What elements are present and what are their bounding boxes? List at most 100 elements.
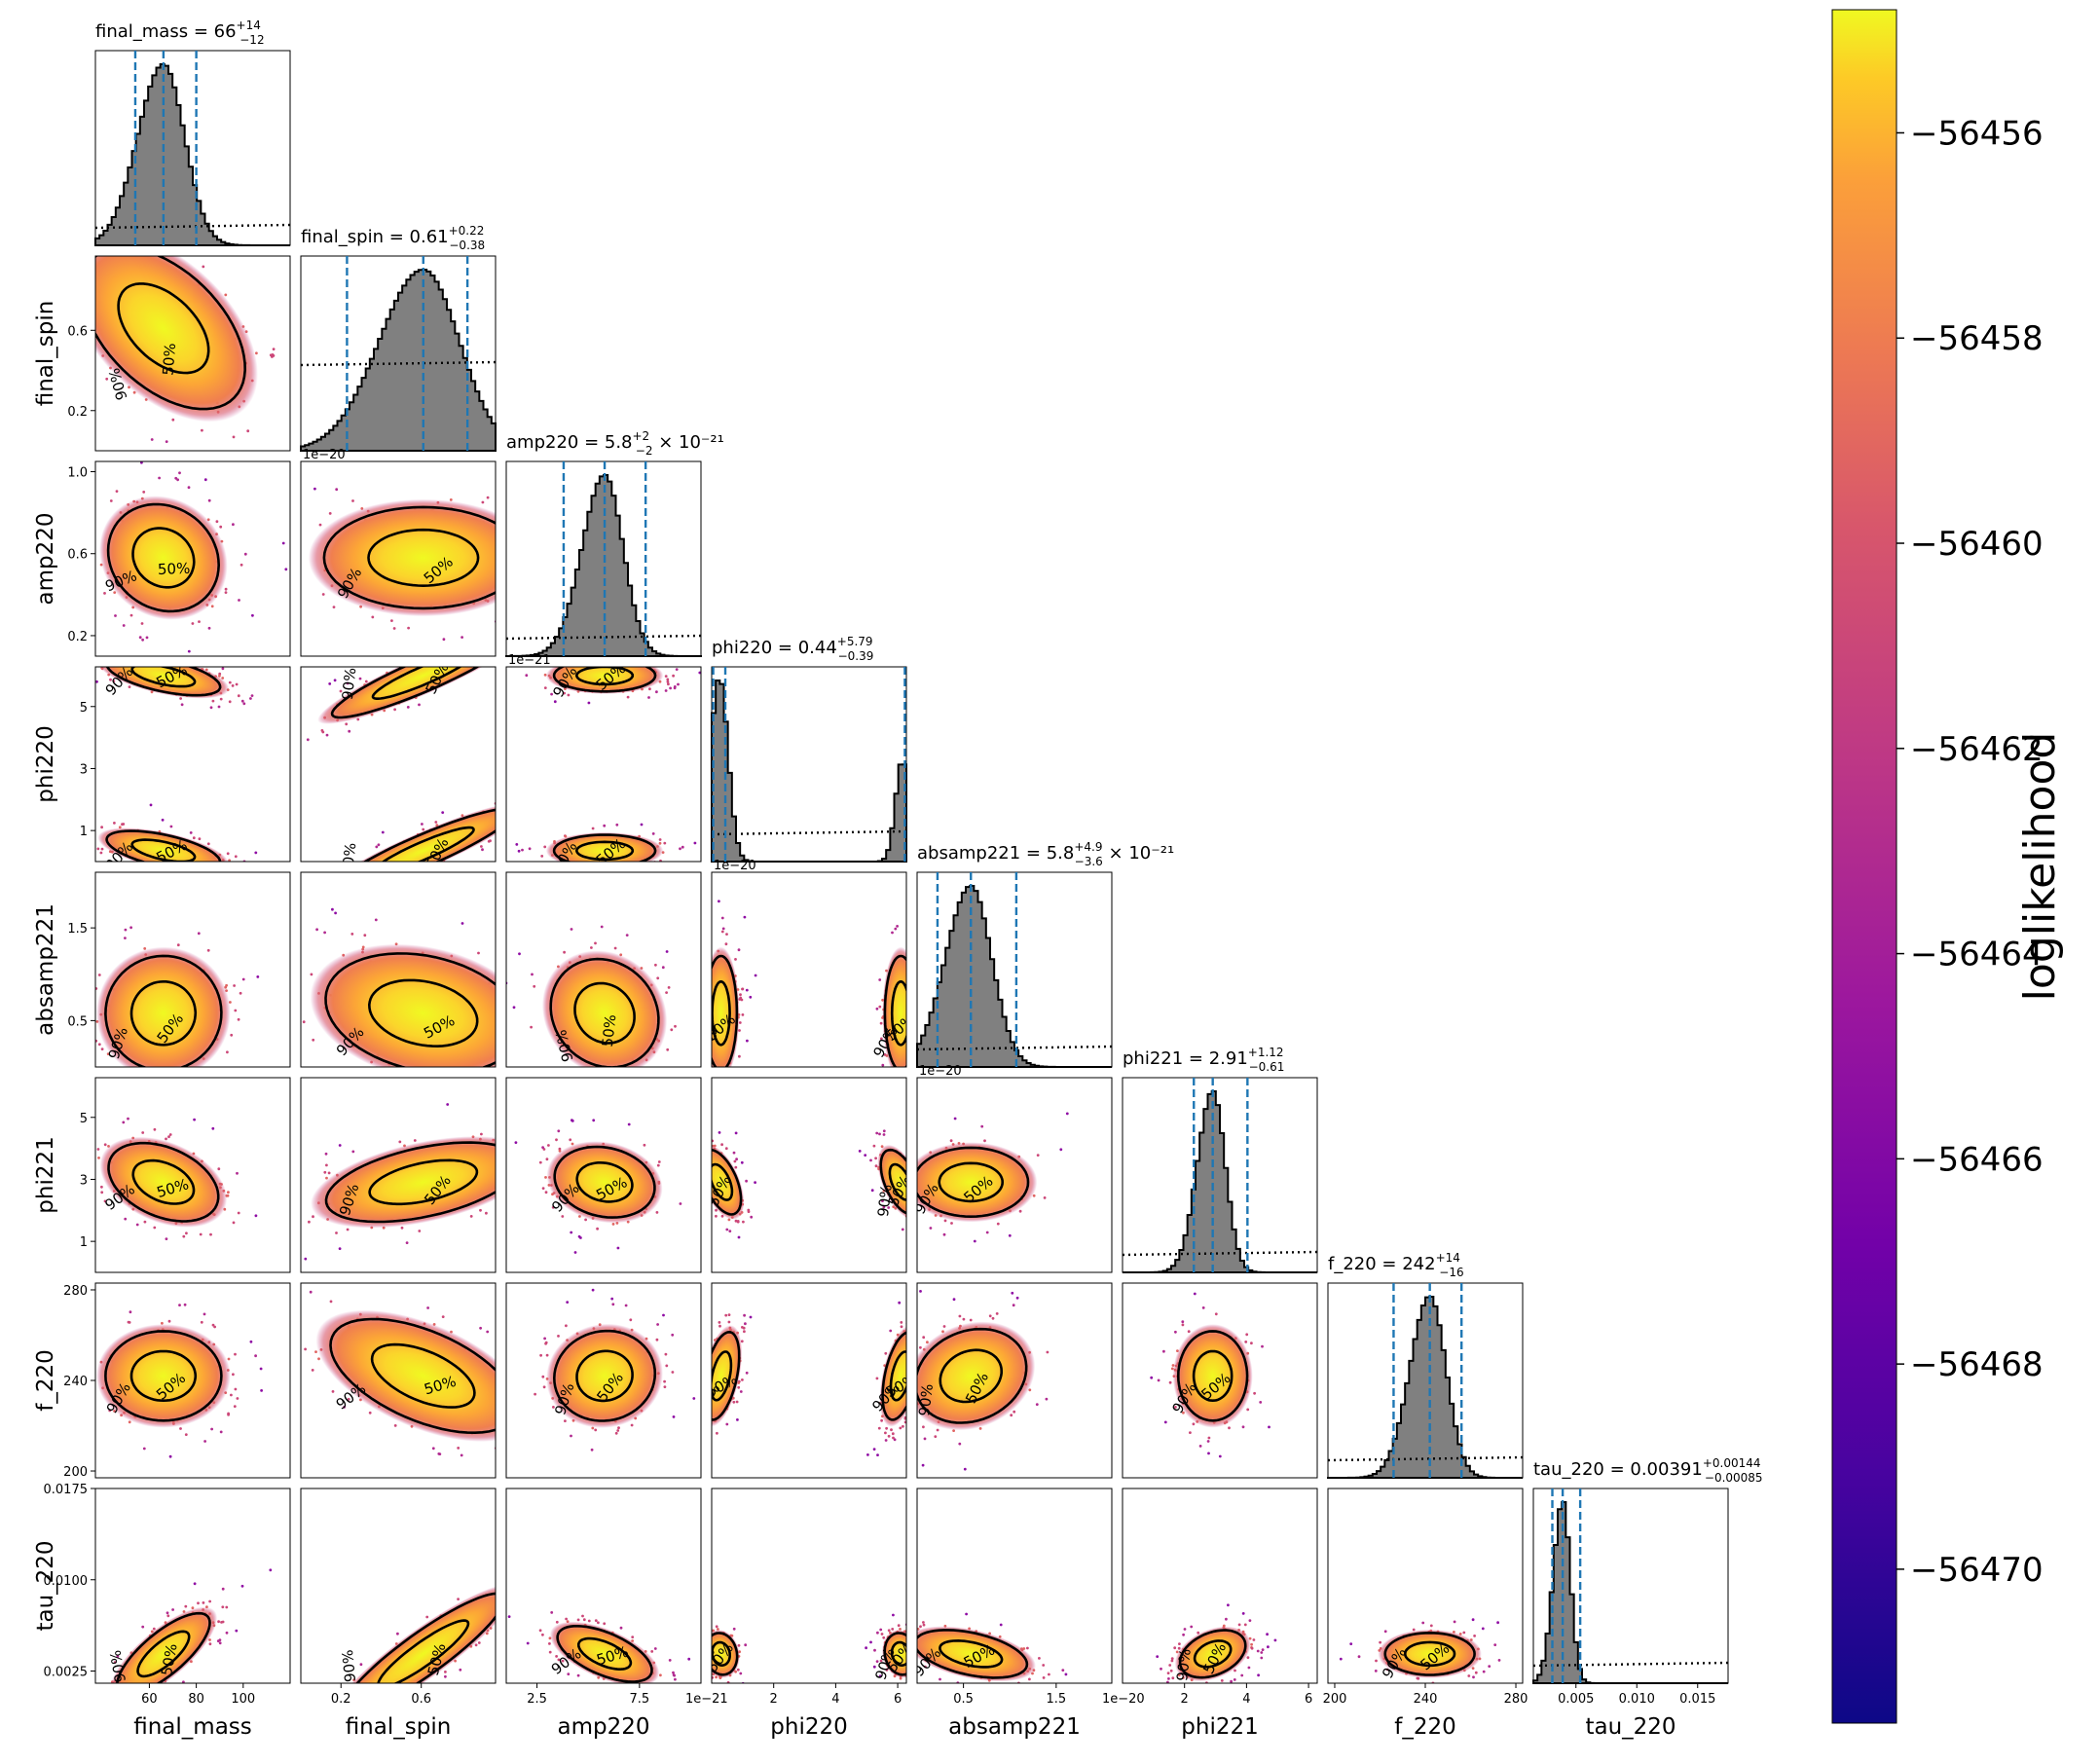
sample-point [165, 1137, 167, 1141]
density-core [311, 1136, 496, 1229]
sample-point [105, 377, 109, 381]
sample-point [908, 1413, 911, 1415]
sample-point [703, 1413, 706, 1415]
sample-point [630, 1423, 634, 1427]
sample-point [664, 689, 668, 692]
sample-point [206, 842, 210, 846]
sample-point [617, 1426, 620, 1430]
scatter-absamp221-vs-phi221: 90% 50%1e−20 [908, 1064, 1113, 1273]
sample-point [1065, 1112, 1069, 1116]
density-core [541, 950, 668, 1067]
sample-point [178, 1304, 181, 1306]
sample-point [613, 661, 616, 664]
sample-point [658, 838, 662, 841]
sample-point [115, 1704, 118, 1707]
sample-point [232, 459, 235, 461]
sample-point [422, 827, 425, 831]
sample-point [168, 1454, 172, 1458]
sample-point [242, 702, 246, 706]
sample-point [882, 1129, 886, 1133]
sample-point [622, 658, 625, 661]
sample-point [421, 823, 423, 826]
y-tick-label: 0.6 [67, 548, 88, 563]
sample-point [207, 498, 211, 502]
sample-point [350, 933, 354, 936]
sample-point [907, 1176, 910, 1179]
sample-point [908, 1214, 911, 1217]
panel-frame [300, 666, 497, 863]
y-tick-label: 1.5 [67, 922, 88, 937]
sample-point [168, 1133, 172, 1136]
sample-point [454, 662, 457, 665]
sample-point [113, 1691, 116, 1694]
sample-point [893, 1438, 897, 1442]
sample-point [254, 851, 258, 855]
sample-point [489, 839, 492, 843]
sample-point [356, 867, 359, 870]
sample-point [902, 1424, 904, 1428]
sample-point [912, 1037, 915, 1040]
contour-90 [552, 667, 657, 693]
sample-point [358, 677, 362, 680]
sample-point [235, 1629, 239, 1633]
sample-point [669, 686, 672, 690]
density-core [315, 1309, 496, 1442]
sample-point [497, 1334, 500, 1337]
density-core [917, 1321, 1036, 1431]
sample-point [616, 1429, 620, 1432]
sample-point [702, 1402, 705, 1405]
sample-point [446, 1103, 450, 1106]
sample-point [227, 1191, 230, 1194]
title-phi221: phi221 = 2.91+1.12 −0.61 [1123, 1046, 1284, 1074]
sample-point [236, 1171, 239, 1175]
sample-point [534, 1392, 536, 1396]
sample-point [741, 987, 745, 991]
sample-point [679, 1202, 682, 1205]
sample-point [185, 1231, 188, 1235]
sample-point [496, 1179, 498, 1182]
sample-point [171, 1608, 175, 1611]
sample-point [517, 849, 521, 853]
histogram-f_220: f_220 = 242+14 −16 [1327, 1251, 1524, 1479]
sample-point [175, 1071, 178, 1074]
sample-point [909, 1342, 912, 1345]
sample-point [677, 682, 680, 686]
density-core [877, 1144, 906, 1220]
sample-point [737, 1385, 741, 1389]
sample-point [605, 659, 608, 662]
sample-point [1218, 1454, 1222, 1458]
contour-50 [131, 1158, 196, 1205]
title-absamp221: absamp221 = 5.8+4.9 −3.6 × 10⁻²¹ [917, 840, 1174, 868]
sample-point [325, 1176, 328, 1180]
sample-point [665, 1364, 669, 1368]
sample-point [226, 1194, 230, 1197]
sample-point [237, 694, 240, 698]
sample-point [310, 973, 313, 976]
sample-point [720, 930, 724, 934]
sample-point [226, 864, 229, 866]
sample-point [144, 862, 147, 864]
contour-label-50: 50% [599, 1013, 619, 1047]
sample-point [503, 687, 506, 690]
sample-point [380, 663, 383, 666]
sample-point [198, 620, 201, 623]
histogram-bars [1328, 1296, 1523, 1479]
panel-frame [94, 666, 291, 863]
sample-point [914, 1168, 917, 1171]
sample-point [643, 1143, 646, 1147]
sample-point [587, 662, 590, 665]
sample-point [907, 1169, 910, 1172]
sample-point [211, 699, 215, 703]
sample-point [735, 1158, 738, 1161]
sample-point [1059, 1148, 1063, 1152]
sample-point [587, 659, 590, 662]
sample-point [331, 907, 334, 911]
contour-90 [552, 1329, 657, 1422]
sample-point [227, 1413, 231, 1416]
sample-point [501, 560, 504, 563]
sample-point [908, 1403, 911, 1406]
sample-point [745, 1371, 749, 1375]
sample-point [706, 1388, 709, 1391]
sample-point [140, 622, 144, 625]
